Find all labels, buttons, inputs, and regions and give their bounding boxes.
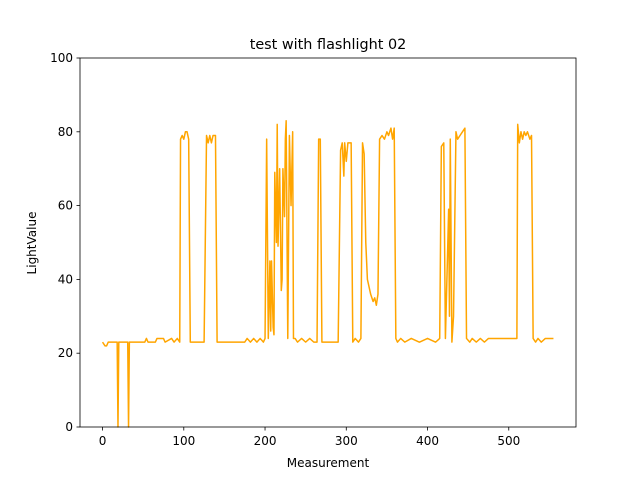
x-tick-label: 0 <box>99 434 107 448</box>
x-tick-label: 400 <box>416 434 439 448</box>
data-line <box>101 119 554 428</box>
x-tick-label: 100 <box>172 434 195 448</box>
x-tick-label: 300 <box>335 434 358 448</box>
y-axis-label: LightValue <box>25 212 39 275</box>
y-tick-label: 40 <box>58 272 73 286</box>
y-tick-label: 20 <box>58 346 73 360</box>
y-tick-label: 100 <box>50 51 73 65</box>
plot-frame <box>79 57 577 428</box>
x-tick-label: 500 <box>497 434 520 448</box>
chart-title: test with flashlight 02 <box>250 37 407 53</box>
y-tick-label: 60 <box>58 199 73 213</box>
y-tick-label: 80 <box>58 125 73 139</box>
x-tick-label: 200 <box>254 434 277 448</box>
x-axis-label: Measurement <box>287 456 370 470</box>
y-tick-label: 0 <box>65 420 73 434</box>
